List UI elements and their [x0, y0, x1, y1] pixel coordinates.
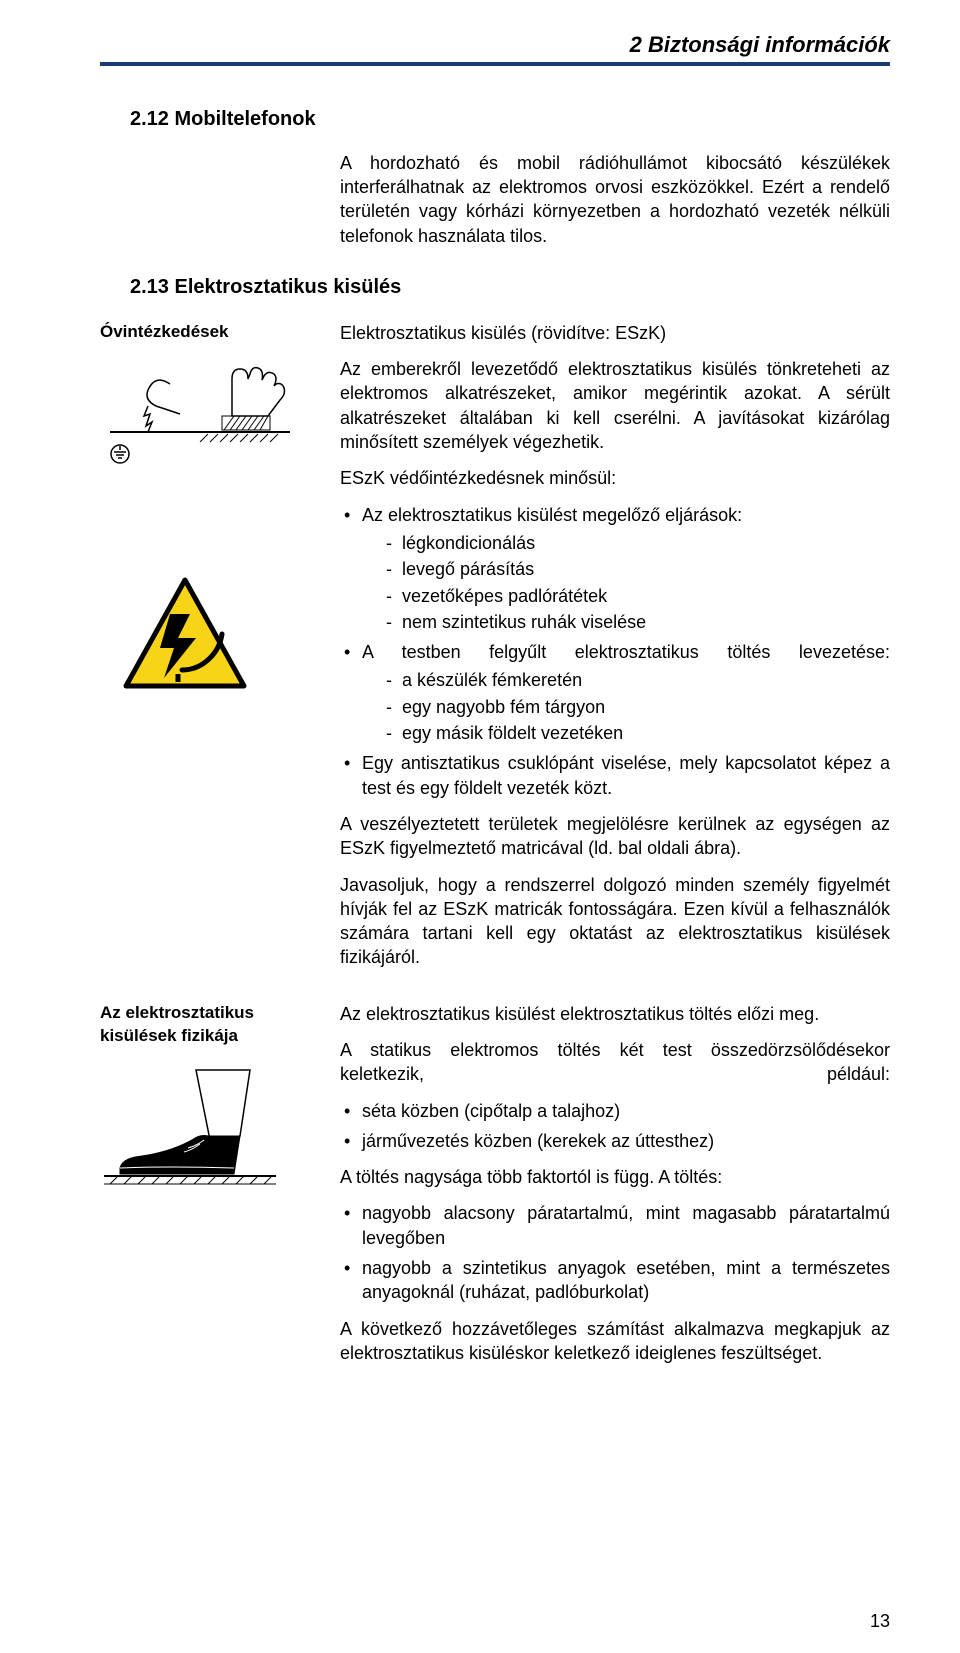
block-2-13-a: Óvintézkedések	[100, 321, 890, 982]
li-drive: járművezetés közben (kerekek az úttesthe…	[340, 1129, 890, 1153]
side-fizikaja: Az elektrosztatikus kisülések fizikája	[100, 1002, 340, 1196]
li-synthetic: nagyobb a szintetikus anyagok esetében, …	[340, 1256, 890, 1305]
d-humid: levegő párásítás	[384, 557, 890, 581]
li-prevent-text: Az elektrosztatikus kisülést megelőző el…	[362, 505, 742, 525]
heading-2-13: 2.13 Elektrosztatikus kisülés	[130, 274, 890, 301]
d-metal: egy nagyobb fém tárgyon	[384, 695, 890, 719]
p-areas: A veszélyeztetett területek megjelölésre…	[340, 812, 890, 861]
li-walk: séta közben (cipőtalp a talajhoz)	[340, 1099, 890, 1123]
li-wriststrap: Egy antisztatikus csuklópánt viselése, m…	[340, 751, 890, 800]
block-2-12: A hordozható és mobil rádióhullámot kibo…	[340, 151, 890, 248]
list-factors: nagyobb alacsony páratartalmú, mint maga…	[340, 1201, 890, 1304]
li-prevent: Az elektrosztatikus kisülést megelőző el…	[340, 503, 890, 634]
d-ac: légkondicionálás	[384, 531, 890, 555]
block-2-13-b: Az elektrosztatikus kisülések fizikája	[100, 1002, 890, 1378]
esd-warning-icon	[120, 574, 250, 694]
side-ovintezkedesek: Óvintézkedések	[100, 321, 340, 694]
p-eszk-abbr: Elektrosztatikus kisülés (rövidítve: ESz…	[340, 321, 890, 345]
side-label-2: Az elektrosztatikus kisülések fizikája	[100, 1003, 254, 1045]
p-precede: Az elektrosztatikus kisülést elektroszta…	[340, 1002, 890, 1026]
li-discharge-text: A testben felgyűlt elektrosztatikus tölt…	[362, 640, 890, 664]
p-2-12-1: A hordozható és mobil rádióhullámot kibo…	[340, 151, 890, 248]
page: 2 Biztonsági információk 2.12 Mobiltelef…	[0, 0, 960, 1653]
li-discharge: A testben felgyűlt elektrosztatikus tölt…	[340, 640, 890, 745]
d-frame: a készülék fémkeretén	[384, 668, 890, 692]
p-recommend: Javasoljuk, hogy a rendszerrel dolgozó m…	[340, 873, 890, 970]
page-number: 13	[870, 1609, 890, 1633]
d-floor: vezetőképes padlórátétek	[384, 584, 890, 608]
main-2-13-b: Az elektrosztatikus kisülést elektroszta…	[340, 1002, 890, 1378]
side-label-1: Óvintézkedések	[100, 322, 229, 341]
list-discharge-sub: a készülék fémkeretén egy nagyobb fém tá…	[384, 668, 890, 745]
p-eszk-measures: ESzK védőintézkedésnek minősül:	[340, 466, 890, 490]
hand-spark-icon	[100, 354, 300, 464]
shoe-icon	[100, 1066, 280, 1196]
header-title: 2 Biztonsági információk	[100, 30, 890, 60]
p-static-intro: A statikus elektromos töltés két test ös…	[340, 1038, 890, 1087]
d-clothes: nem szintetikus ruhák viselése	[384, 610, 890, 634]
d-ground: egy másik földelt vezetéken	[384, 721, 890, 745]
heading-2-12: 2.12 Mobiltelefonok	[130, 106, 890, 133]
header-bar: 2 Biztonsági információk	[100, 30, 890, 66]
li-humidity: nagyobb alacsony páratartalmú, mint maga…	[340, 1201, 890, 1250]
p-factors: A töltés nagysága több faktortól is függ…	[340, 1165, 890, 1189]
list-examples: séta közben (cipőtalp a talajhoz) járműv…	[340, 1099, 890, 1154]
main-2-13-a: Elektrosztatikus kisülés (rövidítve: ESz…	[340, 321, 890, 982]
list-measures: Az elektrosztatikus kisülést megelőző el…	[340, 503, 890, 800]
p-eszk-desc: Az emberekről levezetődő elektrosztatiku…	[340, 357, 890, 454]
p-calc: A következő hozzávetőleges számítást alk…	[340, 1317, 890, 1366]
list-prevent-sub: légkondicionálás levegő párásítás vezető…	[384, 531, 890, 634]
